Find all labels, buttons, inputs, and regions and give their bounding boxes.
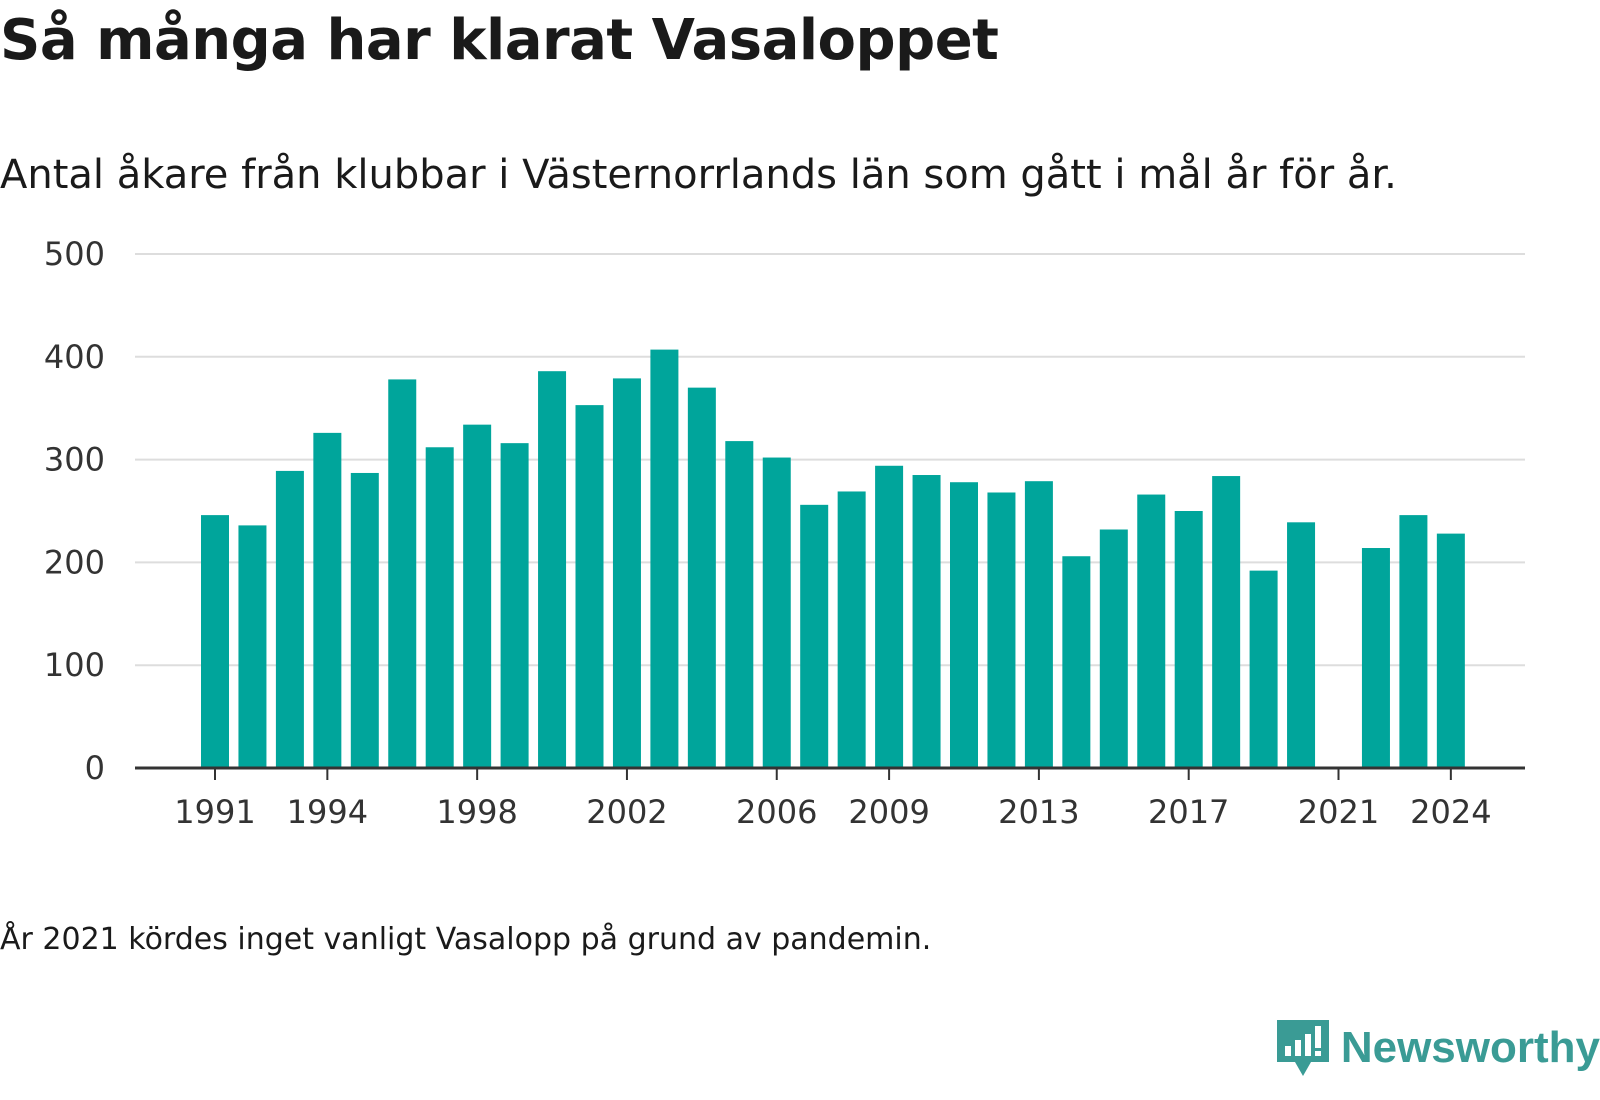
x-tick-label-1991: 1991 xyxy=(174,793,255,831)
bar-2023 xyxy=(1399,515,1428,768)
bar-2003 xyxy=(650,349,679,768)
y-tick-label-400: 400 xyxy=(44,338,105,376)
x-tick-label-1998: 1998 xyxy=(436,793,517,831)
y-tick-label-500: 500 xyxy=(44,235,105,273)
bar-2017 xyxy=(1174,511,1203,768)
bar-2008 xyxy=(837,491,866,768)
bar-2019 xyxy=(1249,570,1278,768)
bar-2009 xyxy=(875,465,904,768)
bar-1999 xyxy=(500,443,529,768)
bar-2012 xyxy=(987,492,1016,768)
chart-title: Så många har klarat Vasaloppet xyxy=(0,8,999,73)
newsworthy-logo-icon xyxy=(1276,1020,1329,1076)
bar-2000 xyxy=(538,371,567,768)
bar-2022 xyxy=(1361,548,1390,768)
bar-1995 xyxy=(350,472,379,768)
bar-2015 xyxy=(1099,529,1128,768)
bar-2007 xyxy=(800,504,829,768)
bar-1996 xyxy=(388,379,417,768)
brand-name: Newsworthy xyxy=(1340,1023,1600,1072)
x-tick-label-2006: 2006 xyxy=(736,793,817,831)
bar-1997 xyxy=(425,447,454,768)
footnote: År 2021 kördes inget vanligt Vasalopp på… xyxy=(0,922,932,957)
y-tick-label-200: 200 xyxy=(44,543,105,581)
bar-2004 xyxy=(687,387,716,768)
bar-1993 xyxy=(275,470,304,768)
chart-subtitle: Antal åkare från klubbar i Västernorrlan… xyxy=(0,152,1397,198)
x-tick-label-2017: 2017 xyxy=(1148,793,1229,831)
bar-1991 xyxy=(201,515,229,768)
bar-2024 xyxy=(1436,533,1465,768)
bar-2001 xyxy=(575,405,604,768)
bar-2014 xyxy=(1062,556,1091,768)
y-tick-label-300: 300 xyxy=(44,441,105,479)
bar-2010 xyxy=(912,475,941,768)
y-tick-label-0: 0 xyxy=(85,749,105,787)
bar-2018 xyxy=(1212,476,1241,768)
bar-2006 xyxy=(762,457,791,768)
bar-2013 xyxy=(1024,481,1053,768)
bar-2002 xyxy=(612,378,641,768)
bar-1998 xyxy=(463,424,492,768)
x-tick-label-2009: 2009 xyxy=(848,793,929,831)
bar-1994 xyxy=(313,432,342,768)
bar-2005 xyxy=(725,441,754,768)
x-tick-label-2002: 2002 xyxy=(586,793,667,831)
x-tick-label-2013: 2013 xyxy=(998,793,1079,831)
brand-logo: Newsworthy xyxy=(1275,1018,1600,1078)
bar-2011 xyxy=(950,482,978,768)
x-tick-label-1994: 1994 xyxy=(287,793,368,831)
bar-2016 xyxy=(1137,494,1166,768)
y-tick-label-100: 100 xyxy=(44,646,105,684)
x-tick-label-2024: 2024 xyxy=(1410,793,1491,831)
x-tick-label-2021: 2021 xyxy=(1298,793,1379,831)
bar-2020 xyxy=(1287,522,1316,768)
bar-1992 xyxy=(238,525,267,768)
